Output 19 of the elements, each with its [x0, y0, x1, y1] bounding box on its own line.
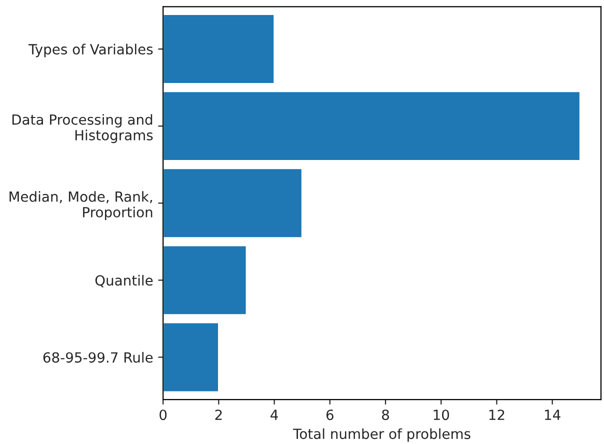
bar — [163, 14, 275, 84]
bar — [163, 244, 248, 316]
bar — [163, 168, 303, 238]
bar — [163, 322, 220, 393]
y-tick-label: Median, Mode, Rank, Proportion — [10, 191, 152, 220]
x-tick-label: 2 — [215, 410, 222, 420]
y-tick-label: Types of Variables — [28, 44, 153, 58]
y-tick-label: Data Processing and Histograms — [12, 114, 153, 144]
x-tick-label: 6 — [326, 410, 334, 420]
x-tick-label: 10 — [434, 410, 450, 420]
x-axis-title: Total number of problems — [293, 428, 470, 442]
y-tick-label: Quantile — [95, 274, 153, 288]
x-tick-label: 4 — [270, 410, 278, 420]
bar — [163, 90, 581, 162]
x-tick-label: 8 — [382, 410, 389, 420]
x-tick-label: 14 — [545, 410, 560, 420]
y-tick-label: 68-95-99.7 Rule — [43, 352, 153, 363]
x-tick-label: 12 — [489, 410, 504, 420]
x-tick-label: 0 — [160, 410, 167, 420]
